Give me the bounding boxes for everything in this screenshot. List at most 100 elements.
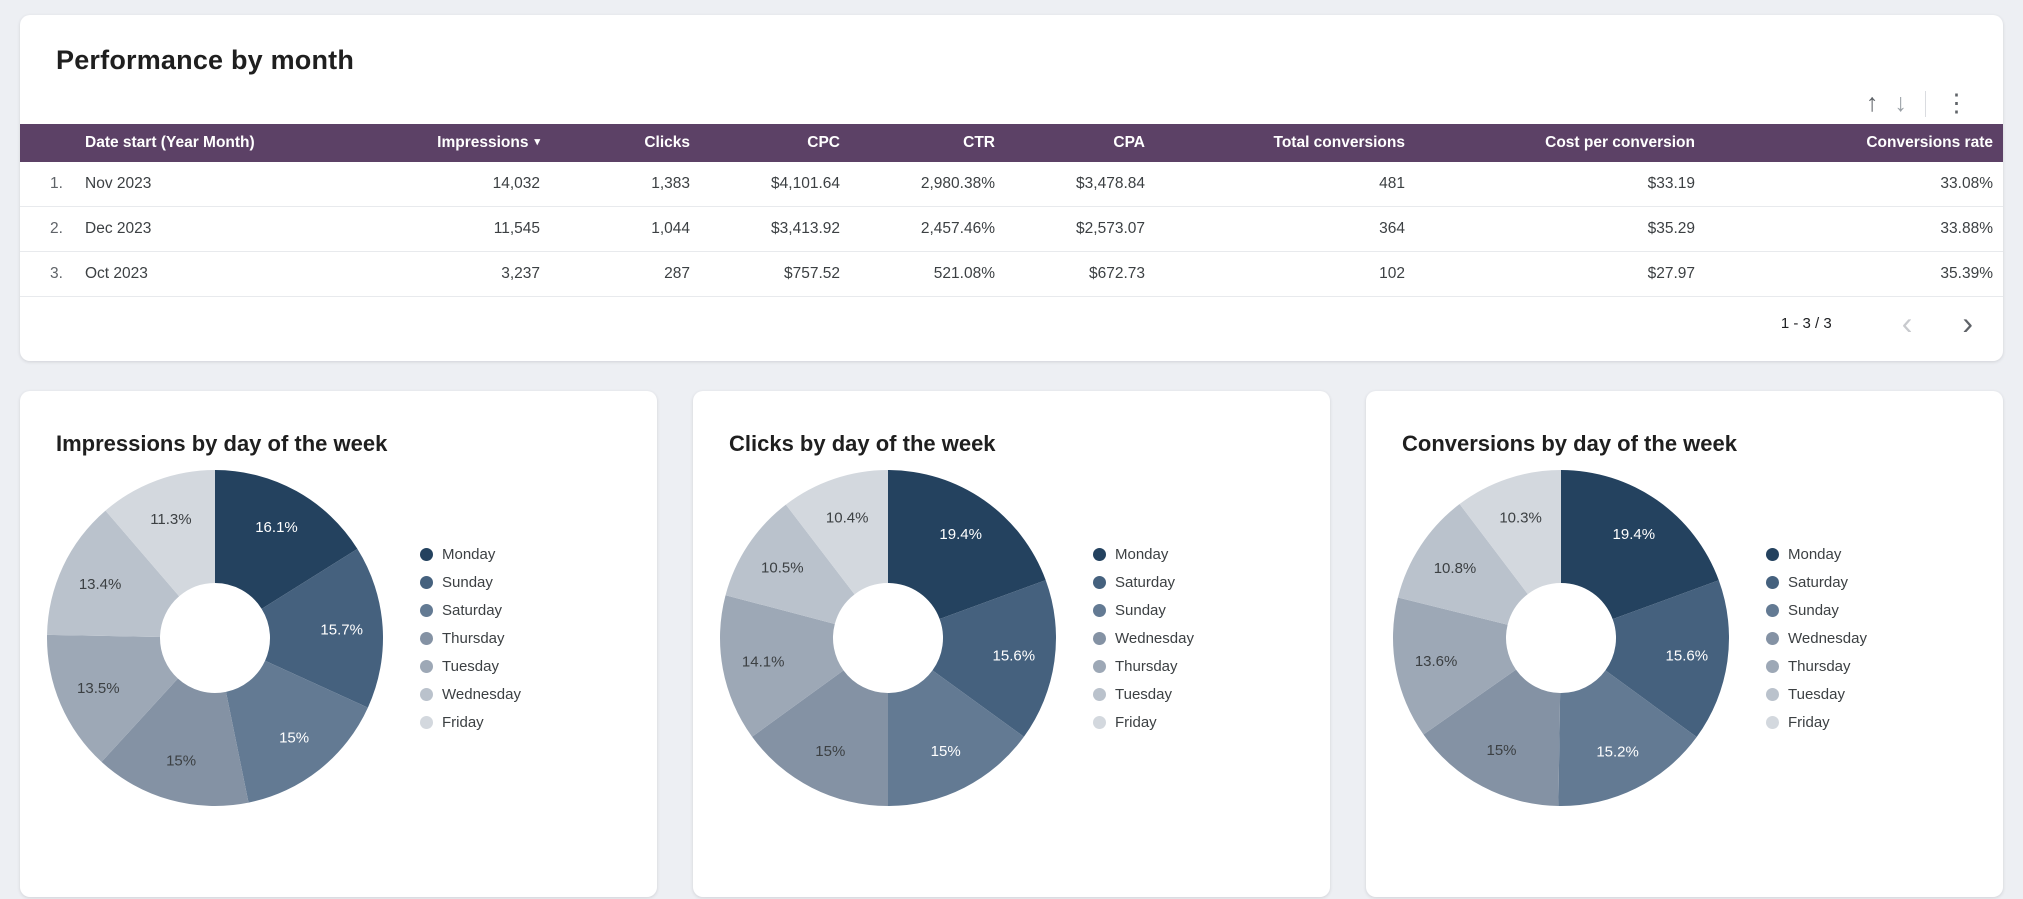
- pie-slice-sunday[interactable]: [1558, 670, 1697, 807]
- legend-dot: [420, 575, 433, 589]
- col-date-start[interactable]: Date start (Year Month): [85, 134, 255, 151]
- arrow-up-icon[interactable]: ↑: [1858, 89, 1887, 118]
- cell-cpc: $4,101.64: [700, 162, 850, 207]
- col-row-number: [20, 124, 75, 162]
- chart-title: Conversions by day of the week: [1402, 431, 1737, 456]
- pie-slice-friday[interactable]: [1459, 470, 1561, 595]
- cell-ctr: 2,980.38%: [850, 162, 1005, 207]
- pie-slice-label: 15%: [279, 729, 309, 746]
- col-conversions-rate[interactable]: Conversions rate: [1866, 134, 1993, 151]
- cell-date: Nov 2023: [75, 162, 375, 207]
- charts-row: Impressions by day of the week 16.1% 15.7…: [20, 391, 2003, 897]
- legend-item-saturday: Saturday: [420, 596, 521, 624]
- pie-slice-tuesday[interactable]: [47, 634, 178, 762]
- col-ctr[interactable]: CTR: [963, 134, 995, 151]
- pie-slice-thursday[interactable]: [101, 678, 249, 807]
- performance-by-month-card: Performance by month ↑ ↓ ⋮ Date start (Y…: [20, 15, 2003, 361]
- cell-clicks: 1,383: [550, 162, 700, 207]
- legend-label: Tuesday: [1115, 685, 1172, 703]
- pie-slice-saturday[interactable]: [225, 660, 368, 803]
- col-cpc[interactable]: CPC: [807, 134, 840, 151]
- table-row[interactable]: 1. Nov 2023 14,032 1,383 $4,101.64 2,980…: [20, 162, 2003, 207]
- cell-clicks: 1,044: [550, 206, 700, 252]
- chart-title: Clicks by day of the week: [729, 431, 996, 456]
- pie-slice-label: 15.2%: [1596, 744, 1639, 761]
- cell-impressions: 14,032: [375, 162, 550, 207]
- col-clicks[interactable]: Clicks: [644, 134, 690, 151]
- pie-slice-wednesday[interactable]: [1423, 669, 1561, 806]
- col-cost-per-conversion[interactable]: Cost per conversion: [1545, 134, 1695, 151]
- legend-item-thursday: Thursday: [420, 624, 521, 652]
- legend-dot: [1093, 547, 1106, 561]
- pie-slice-label: 13.6%: [1415, 653, 1458, 670]
- pie-slice-label: 10.8%: [1434, 560, 1477, 577]
- legend-dot: [1766, 631, 1779, 645]
- pie-slice-tuesday[interactable]: [1397, 504, 1528, 625]
- pie-slice-wednesday[interactable]: [752, 670, 888, 806]
- legend-label: Thursday: [442, 629, 505, 647]
- cell-cpc: $757.52: [700, 251, 850, 297]
- pie-slice-monday[interactable]: [1561, 470, 1719, 620]
- legend-label: Thursday: [1788, 657, 1851, 675]
- chart-title: Impressions by day of the week: [56, 431, 388, 456]
- cell-cpa: $672.73: [1005, 251, 1155, 297]
- legend-item-saturday: Saturday: [1766, 568, 1867, 596]
- legend-dot: [1093, 715, 1106, 729]
- table-pagination: 1 - 3 / 3 ‹ ›: [20, 297, 2003, 339]
- legend-label: Sunday: [442, 573, 493, 591]
- sort-desc-icon: ▾: [534, 136, 540, 148]
- arrow-down-icon[interactable]: ↓: [1887, 89, 1916, 118]
- legend-item-wednesday: Wednesday: [1766, 624, 1867, 652]
- pie-slice-label: 14.1%: [742, 653, 785, 670]
- row-number: 2.: [20, 206, 75, 252]
- legend-item-monday: Monday: [1766, 540, 1867, 568]
- legend-dot: [1093, 575, 1106, 589]
- prev-page-button[interactable]: ‹: [1898, 307, 1917, 339]
- pie-slice-saturday[interactable]: [932, 580, 1057, 737]
- cell-ctr: 521.08%: [850, 251, 1005, 297]
- pie-slice-monday[interactable]: [215, 470, 358, 609]
- cell-cost-per-conversion: $27.97: [1415, 251, 1705, 297]
- more-options-icon[interactable]: ⋮: [1936, 89, 1977, 118]
- legend-item-saturday: Saturday: [1093, 568, 1194, 596]
- pie-slice-sunday[interactable]: [261, 548, 384, 708]
- pie-slice-friday[interactable]: [785, 470, 888, 595]
- legend-dot: [1093, 659, 1106, 673]
- col-total-conversions[interactable]: Total conversions: [1273, 134, 1406, 151]
- chart-legend: Monday Saturday Sunday Wednesday Thursday Tue…: [1093, 540, 1194, 736]
- pie-slice-friday[interactable]: [105, 470, 215, 597]
- pie-slice-tuesday[interactable]: [725, 504, 855, 624]
- pie-slice-thursday[interactable]: [719, 595, 844, 737]
- col-cpa[interactable]: CPA: [1113, 134, 1145, 151]
- legend-dot: [1766, 547, 1779, 561]
- legend-dot: [420, 631, 433, 645]
- cell-ctr: 2,457.46%: [850, 206, 1005, 252]
- legend-dot: [420, 659, 433, 673]
- table-row[interactable]: 3. Oct 2023 3,237 287 $757.52 521.08% $6…: [20, 251, 2003, 297]
- col-impressions-label: Impressions: [437, 134, 529, 151]
- next-page-button[interactable]: ›: [1958, 307, 1977, 339]
- legend-item-wednesday: Wednesday: [1093, 624, 1194, 652]
- pie-slice-monday[interactable]: [888, 470, 1046, 620]
- cell-conversions-rate: 33.88%: [1705, 206, 2003, 252]
- pagination-range: 1 - 3 / 3: [1780, 314, 1832, 332]
- legend-label: Saturday: [1115, 573, 1176, 591]
- col-impressions[interactable]: Impressions ▾: [375, 124, 550, 162]
- pie-slice-sunday[interactable]: [888, 670, 1024, 806]
- pie-slice-wednesday[interactable]: [47, 510, 180, 637]
- cell-cost-per-conversion: $33.19: [1415, 162, 1705, 207]
- legend-dot: [420, 603, 433, 617]
- pie-slice-saturday[interactable]: [1605, 580, 1730, 738]
- legend-item-sunday: Sunday: [1766, 596, 1867, 624]
- cell-total-conversions: 102: [1155, 251, 1415, 297]
- legend-item-thursday: Thursday: [1766, 652, 1867, 680]
- legend-label: Sunday: [1788, 601, 1839, 619]
- pie-slice-label: 15%: [166, 752, 196, 769]
- page-title: Performance by month: [56, 45, 355, 75]
- pie-slice-thursday[interactable]: [1392, 597, 1516, 735]
- legend-item-friday: Friday: [420, 708, 521, 736]
- legend-dot: [1766, 659, 1779, 673]
- cell-date: Oct 2023: [75, 251, 375, 297]
- table-row[interactable]: 2. Dec 2023 11,545 1,044 $3,413.92 2,457…: [20, 206, 2003, 252]
